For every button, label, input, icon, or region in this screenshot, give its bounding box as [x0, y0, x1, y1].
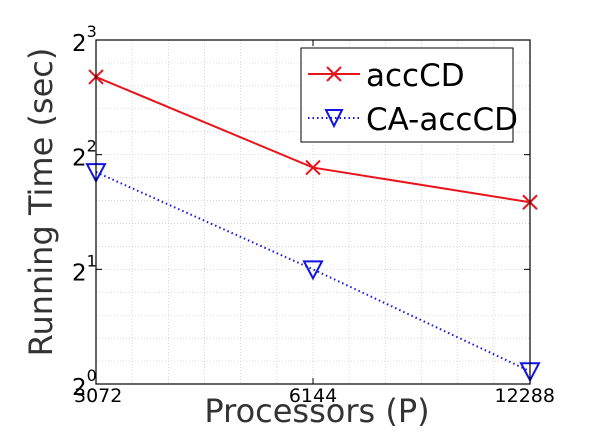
data-point-accCD: [305, 159, 321, 176]
y-tick-label: 23: [72, 22, 97, 57]
x-ticks: 3072 6144 12288: [74, 40, 555, 407]
legend-label-accCD: accCD: [366, 58, 465, 94]
data-point-stroke: [305, 159, 321, 176]
x-tick-label: 12288: [495, 385, 555, 407]
legend-box: [300, 47, 514, 143]
x-tick-label: 6144: [289, 385, 337, 407]
x-axis-label: Processors (P): [204, 392, 429, 430]
legend-marker-ca-accCD: [324, 109, 344, 129]
legend-marker-accCD: [326, 66, 342, 82]
y-tick-exponent: 0: [87, 366, 97, 385]
y-tick-exponent: 3: [87, 22, 97, 41]
legend-label-ca-accCD: CA-accCD: [366, 102, 518, 138]
y-tick-label: 21: [72, 251, 97, 286]
y-axis-label: Running Time (sec): [22, 48, 60, 357]
data-point-CA-accCD: [302, 260, 324, 281]
y-tick-exponent: 2: [87, 137, 97, 156]
x-tick-label: 3072: [74, 385, 122, 407]
legend: accCD CA-accCD: [300, 47, 518, 143]
y-tick-exponent: 1: [87, 251, 97, 270]
y-tick-label: 22: [72, 137, 97, 172]
